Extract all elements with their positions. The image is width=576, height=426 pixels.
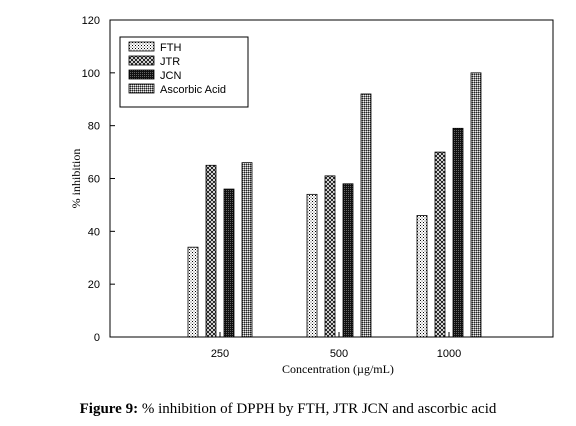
bar-ascorbic-acid-500 [360,93,372,338]
legend-label: FTH [160,42,181,54]
legend: FTH JTR JCN Ascorbic Acid [119,36,249,108]
figure-caption: Figure 9: % inhibition of DPPH by FTH, J… [0,401,576,418]
plot-area: 0 20 40 60 80 100 120 250 500 1000 [82,15,554,360]
y-tick-label: 60 [88,174,100,186]
legend-swatch [128,55,155,66]
bar-jtr-250 [205,164,217,338]
figure-caption-label: Figure 9: [79,401,139,417]
bar-jcn-500 [342,183,354,338]
bar-fth-500 [306,193,318,338]
y-tick-label: 80 [88,121,100,133]
y-axis-title: % inhibition [69,149,83,209]
legend-swatch [128,83,155,94]
legend-label: JCN [160,70,181,82]
bar-fth-250 [187,246,199,338]
y-tick-label: 0 [94,332,100,344]
bar-jcn-250 [223,188,235,338]
legend-label: Ascorbic Acid [160,84,226,96]
x-tick-label: 500 [330,348,348,360]
bar-ascorbic-acid-1000 [470,72,482,338]
x-axis: 250 500 1000 [211,332,461,360]
y-axis: 0 20 40 60 80 100 120 [82,15,115,344]
y-tick-label: 40 [88,226,100,238]
x-axis-title: Concentration (µg/mL) [282,362,394,376]
x-tick-label: 250 [211,348,229,360]
bar-jtr-500 [324,175,336,338]
bar-jtr-1000 [434,151,446,338]
bar-ascorbic-acid-250 [241,162,253,338]
bar-jcn-1000 [452,127,464,338]
y-tick-label: 20 [88,279,100,291]
x-tick-label: 1000 [437,348,461,360]
legend-swatch [128,41,155,52]
bar-fth-1000 [416,215,428,338]
bars [187,72,482,338]
y-tick-label: 120 [82,15,100,27]
figure-caption-text: % inhibition of DPPH by FTH, JTR JCN and… [138,401,497,417]
y-tick-label: 100 [82,68,100,80]
legend-swatch [128,69,155,80]
legend-label: JTR [160,56,180,68]
